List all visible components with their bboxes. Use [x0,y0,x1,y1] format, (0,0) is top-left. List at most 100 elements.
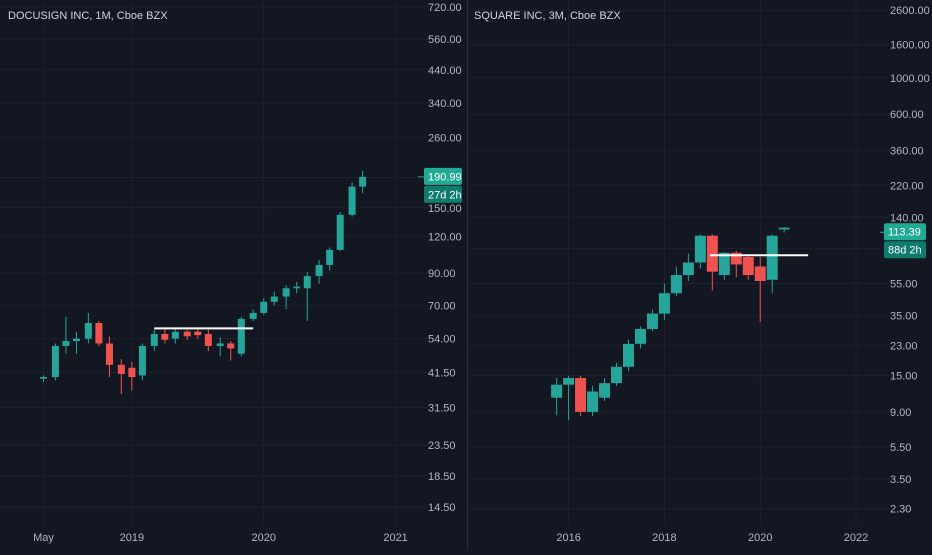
candle[interactable] [282,285,290,310]
candle[interactable] [40,375,48,382]
candle[interactable] [563,375,575,421]
candle[interactable] [293,282,301,294]
candle[interactable] [72,331,80,354]
badge-background [884,241,926,259]
candle-body [611,366,623,384]
candle[interactable] [62,316,70,354]
last-price-badge: 190.99 [424,167,462,185]
y-tick-label: 23.00 [890,340,918,352]
candle-body [227,343,235,349]
candle[interactable] [315,259,323,284]
y-tick-label: 720.00 [428,2,462,14]
y-tick-label: 23.50 [428,440,456,452]
y-tick-label: 600.00 [890,109,924,121]
candle[interactable] [216,337,224,357]
candle-body [348,186,356,215]
y-tick-label: 150.00 [428,203,462,215]
candle[interactable] [117,359,125,395]
candle[interactable] [138,343,146,381]
candle[interactable] [742,255,754,280]
candle[interactable] [658,283,670,320]
candle[interactable] [646,309,658,332]
candle[interactable] [754,256,766,322]
candle-body [575,378,587,412]
candle-body [336,214,344,250]
candle[interactable] [95,320,103,346]
x-tick-label: May [33,532,54,544]
y-tick-label: 220.00 [890,180,924,192]
candle[interactable] [670,266,682,297]
candle-body [128,367,136,378]
candle-body [766,235,778,280]
candle[interactable] [551,378,563,416]
candle[interactable] [706,234,718,291]
candle[interactable] [766,234,778,294]
candle[interactable] [105,336,113,378]
candle[interactable] [150,329,158,352]
candle[interactable] [622,339,634,372]
y-tick-label: 70.00 [428,300,456,312]
candle[interactable] [336,212,344,252]
candle-body [730,252,742,265]
candle[interactable] [249,309,257,321]
candle-body [150,333,158,346]
candle-body [194,331,202,336]
y-tick-label: 35.00 [890,311,918,323]
candle[interactable] [778,227,790,233]
x-tick-label: 2019 [120,532,144,544]
candle[interactable] [270,291,278,306]
candle-body [315,264,323,277]
candle[interactable] [303,271,311,321]
candle-body [237,318,245,354]
candle-body [270,296,278,302]
y-tick-label: 31.50 [428,403,456,415]
candle[interactable] [599,378,611,401]
candle[interactable] [204,329,212,352]
docusign-chart-pane[interactable]: DOCUSIGN INC, 1M, Cboe BZX 720.00 560.00 4… [0,0,462,544]
last-price-badge: 113.39 [884,223,926,241]
candle[interactable] [161,329,169,344]
candle[interactable] [694,234,706,269]
candle[interactable] [237,316,245,357]
square-chart-pane[interactable]: SQUARE INC, 3M, Cboe BZX 2600.00 1600.00 1… [468,0,930,544]
candle-body [742,256,754,276]
candle-body [282,288,290,297]
candle[interactable] [227,341,235,361]
candle[interactable] [171,327,179,344]
candle-body [303,276,311,289]
x-tick-label: 2018 [652,532,676,544]
candle[interactable] [611,362,623,386]
x-tick-label: 2020 [251,532,275,544]
candle[interactable] [51,343,59,381]
candle-body [754,266,766,282]
candle[interactable] [575,375,587,416]
candle-body [670,275,682,294]
candle[interactable] [128,361,136,391]
badge-background [424,167,462,185]
candle[interactable] [587,385,599,416]
x-tick-label: 2016 [556,532,580,544]
y-tick-label: 41.50 [428,367,456,379]
candle[interactable] [682,253,694,282]
candle[interactable] [718,251,730,280]
candle-body [84,323,92,339]
candle-body [622,343,634,367]
candle[interactable] [84,312,92,344]
badge-text: 27d 2h [428,189,462,201]
candle[interactable] [260,298,268,315]
badge-text: 190.99 [428,171,462,183]
candle[interactable] [634,326,646,349]
candle[interactable] [348,182,356,217]
candle-body [138,345,146,376]
y-tick-label: 260.00 [428,132,462,144]
candle-body [171,331,179,339]
candle-body [293,286,301,289]
candle[interactable] [359,170,367,194]
candle-body [658,293,670,314]
candle-body [359,176,367,187]
candle[interactable] [326,247,334,271]
y-tick-label: 140.00 [890,212,924,224]
candle-body [204,333,212,346]
